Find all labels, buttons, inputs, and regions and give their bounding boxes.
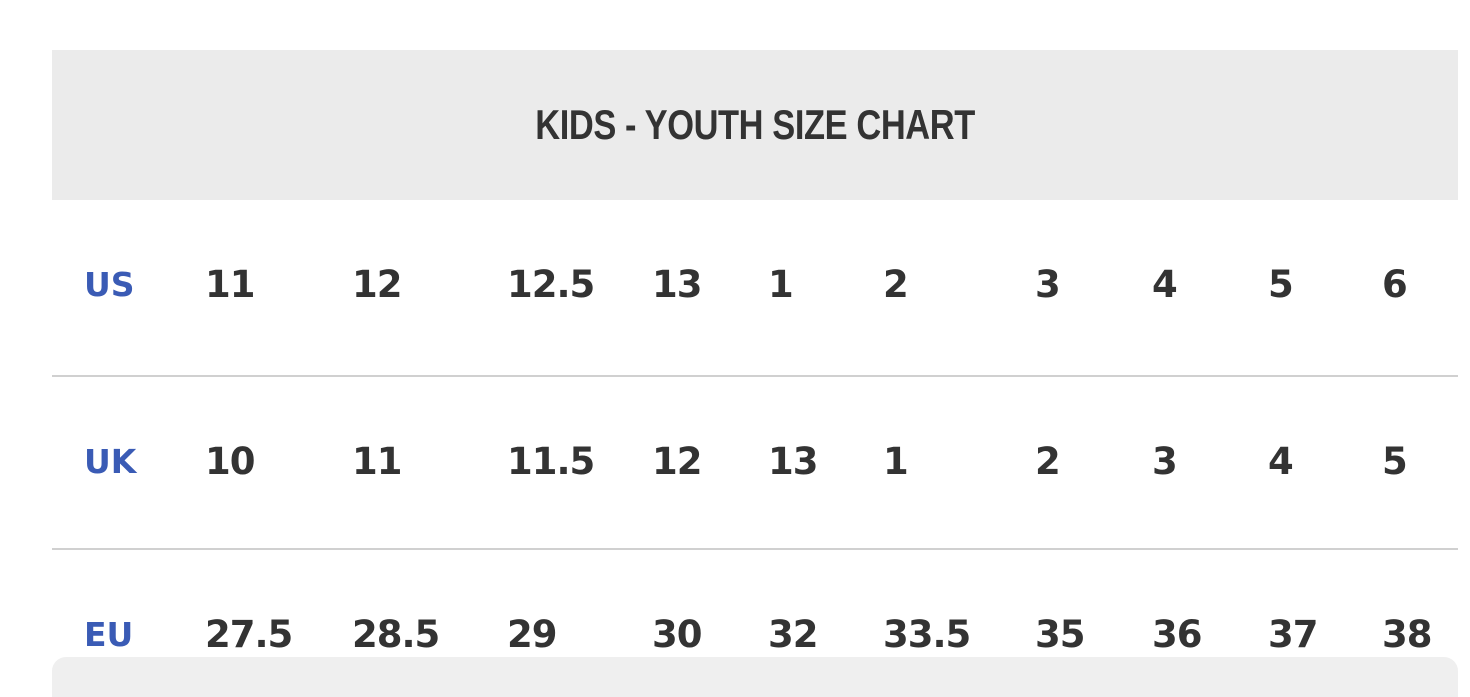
size-cell: 2 [883,263,909,306]
size-cell: 38 [1382,613,1432,656]
row-label: EU [84,615,134,654]
size-cell: 30 [652,613,702,656]
size-cell: 11 [352,440,402,483]
size-row-eu: EU 27.5 28.5 29 30 32 33.5 35 36 37 38 [52,605,1458,665]
size-cell: 13 [768,440,818,483]
size-chart-title: KIDS - YOUTH SIZE CHART [535,101,975,148]
size-cell: 12.5 [507,263,595,306]
footer-bar [52,657,1458,697]
row-label: UK [84,442,137,481]
size-chart-header: KIDS - YOUTH SIZE CHART [52,50,1458,200]
size-cell: 28.5 [352,613,440,656]
size-cell: 29 [507,613,557,656]
size-cell: 36 [1152,613,1202,656]
size-row-us: US 11 12 12.5 13 1 2 3 4 5 6 [52,255,1458,315]
size-cell: 12 [652,440,702,483]
row-divider [52,375,1458,377]
size-cell: 3 [1152,440,1178,483]
size-cell: 37 [1268,613,1318,656]
size-cell: 5 [1268,263,1294,306]
size-cell: 12 [352,263,402,306]
size-cell: 33.5 [883,613,971,656]
size-cell: 6 [1382,263,1408,306]
size-row-uk: UK 10 11 11.5 12 13 1 2 3 4 5 [52,432,1458,492]
size-cell: 2 [1035,440,1061,483]
row-divider [52,548,1458,550]
size-cell: 32 [768,613,818,656]
size-cell: 11 [205,263,255,306]
size-cell: 5 [1382,440,1408,483]
size-cell: 4 [1268,440,1294,483]
size-cell: 1 [883,440,909,483]
size-cell: 10 [205,440,255,483]
size-cell: 4 [1152,263,1178,306]
size-cell: 35 [1035,613,1085,656]
size-cell: 3 [1035,263,1061,306]
size-cell: 11.5 [507,440,595,483]
size-cell: 27.5 [205,613,293,656]
row-label: US [84,265,135,304]
size-cell: 1 [768,263,794,306]
size-cell: 13 [652,263,702,306]
